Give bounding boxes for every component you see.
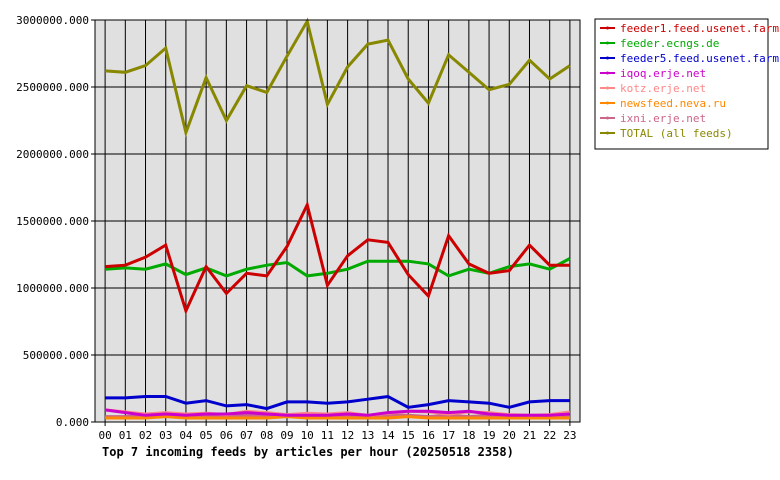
legend-box [594,18,769,150]
chart-title: Top 7 incoming feeds by articles per hou… [102,445,514,459]
legend-marker [606,26,609,30]
x-tick-label: 10 [301,429,314,442]
legend-marker [606,131,609,135]
x-tick-label: 12 [341,429,354,442]
x-tick-label: 13 [361,429,374,442]
x-tick-label: 01 [119,429,132,442]
x-tick-label: 17 [442,429,455,442]
legend-marker [606,56,609,60]
legend-label: feeder.ecngs.de [620,37,719,50]
y-tick-label: 2500000.000 [16,81,89,94]
x-tick-label: 19 [482,429,495,442]
y-tick-label: 1500000.000 [16,215,89,228]
x-tick-label: 23 [563,429,576,442]
legend-marker [606,71,609,75]
x-tick-label: 22 [543,429,556,442]
x-tick-label: 03 [159,429,172,442]
y-tick-label: 1000000.000 [16,282,89,295]
series-line-feeder1-feed-usenet-farm [104,200,570,316]
legend-marker [606,101,609,105]
y-tick-label: 2000000.000 [16,148,89,161]
legend-label: newsfeed.neva.ru [620,97,726,110]
legend-label: ixni.erje.net [620,112,706,125]
x-tick-label: 04 [179,429,193,442]
y-tick-label: 0.000 [56,416,89,429]
x-tick-label: 09 [280,429,293,442]
series-line-newsfeed-neva-ru [105,415,570,420]
legend: feeder1.feed.usenet.farm feeder.ecngs.de f… [594,18,779,150]
x-tick-label: 00 [98,429,111,442]
grid-lines [95,19,580,423]
legend-label: iqoq.erje.net [620,67,706,80]
legend-marker [606,116,609,120]
x-tick-label: 20 [503,429,516,442]
x-tick-label: 16 [422,429,435,442]
legend-label: feeder5.feed.usenet.farm [620,52,779,65]
legend-label: feeder1.feed.usenet.farm [620,22,779,35]
legend-label: kotz.erje.net [620,82,706,95]
x-tick-label: 08 [260,429,273,442]
x-tick-label: 15 [402,429,415,442]
legend-marker [606,41,609,45]
x-tick-label: 21 [523,429,536,442]
series-lines [104,17,571,420]
x-tick-label: 07 [240,429,253,442]
y-tick-label: 3000000.000 [16,14,89,27]
x-tick-label: 11 [321,429,334,442]
x-tick-label: 02 [139,429,152,442]
series-line-iqoq-erje-net [104,408,570,417]
y-axis-ticks: 0.000 500000.000 1000000.000 1500000.000 200… [16,14,95,429]
x-axis-ticks: 00 01 02 03 04 05 06 07 08 09 10 11 12 13 14 15 16 17 18 19… [98,422,577,442]
x-tick-label: 14 [381,429,395,442]
series-line-feeder5-feed-usenet-farm [105,394,570,411]
x-tick-label: 06 [220,429,233,442]
x-tick-label: 05 [200,429,213,442]
series-line-total-all-feeds- [104,17,571,138]
y-tick-label: 500000.000 [23,349,89,362]
legend-label: TOTAL (all feeds) [620,127,733,140]
legend-marker [606,86,609,90]
x-tick-label: 18 [462,429,475,442]
